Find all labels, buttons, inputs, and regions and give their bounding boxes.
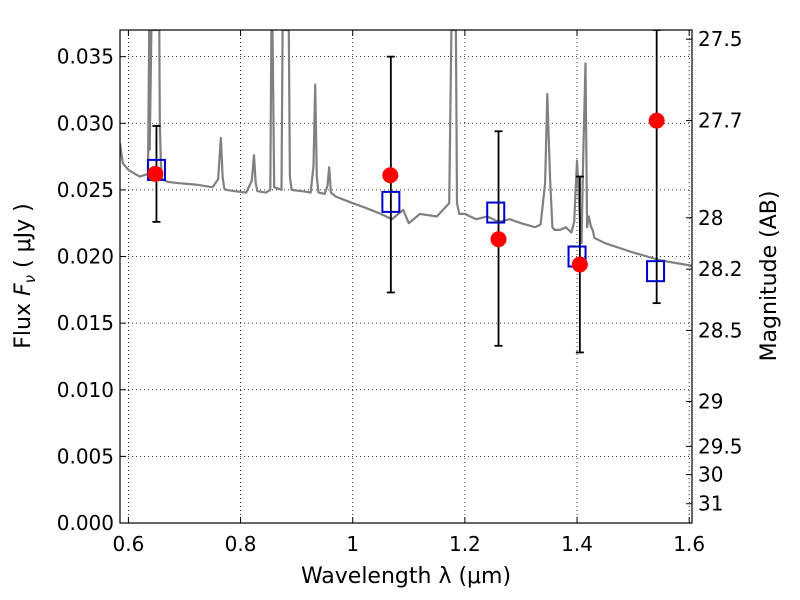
y2-tick-label: 29.5: [698, 434, 743, 458]
x-tick-label: 0.6: [113, 532, 145, 556]
y-tick-label: 0.030: [57, 111, 114, 135]
x-tick-label: 1.4: [561, 532, 593, 556]
model-point: [646, 260, 666, 283]
x-tick-label: 0.8: [225, 532, 257, 556]
y-axis-label-pre: Flux: [11, 296, 36, 349]
y2-tick-label: 30: [698, 463, 723, 487]
plot-area: [120, 30, 692, 523]
y2-tick-label: 27.7: [698, 109, 743, 133]
y2-tick-label: 27.5: [698, 27, 743, 51]
observed-point: [490, 231, 507, 248]
x-tick-label: 1.2: [449, 532, 481, 556]
y2-tick-label: 28.2: [698, 257, 743, 281]
model-point: [381, 190, 401, 213]
y-axis-label-post: ( μJy ): [11, 203, 36, 275]
y-tick-label: 0.005: [57, 444, 114, 468]
y-tick-label: 0.010: [57, 378, 114, 402]
plot-frame: [119, 29, 693, 524]
x-tick-label: 1: [346, 532, 359, 556]
y-tick-label: 0.020: [57, 245, 114, 269]
model-point: [486, 201, 506, 224]
observed-point: [147, 165, 164, 182]
observed-marker-layer: [147, 112, 665, 273]
observed-point: [648, 112, 665, 129]
y-axis-label-sub: ν: [21, 275, 39, 283]
y-tick-label: 0.035: [57, 45, 114, 69]
observed-point: [571, 256, 588, 273]
y-tick-label: 0.000: [57, 511, 114, 535]
x-tick-label: 1.6: [673, 532, 705, 556]
y-axis-label-italic: F: [11, 283, 36, 296]
y2-tick-label: 29: [698, 389, 723, 413]
y2-axis-label: Magnitude (AB): [757, 191, 782, 362]
y-tick-label: 0.025: [57, 178, 114, 202]
y2-tick-label: 28: [698, 206, 723, 230]
x-axis-label: Wavelength λ (μm): [301, 564, 511, 589]
ticks: 0.6 0.8 1 1.2 1.4 1.6 0.000 0.005 0.010 0.015 0.02…: [57, 27, 743, 556]
y-axis-label: Flux Fν ( μJy ): [11, 203, 39, 348]
y-tick-label: 0.015: [57, 311, 114, 335]
observed-point: [382, 167, 399, 184]
y2-tick-label: 31: [698, 492, 723, 516]
y2-tick-label: 28.5: [698, 318, 743, 342]
